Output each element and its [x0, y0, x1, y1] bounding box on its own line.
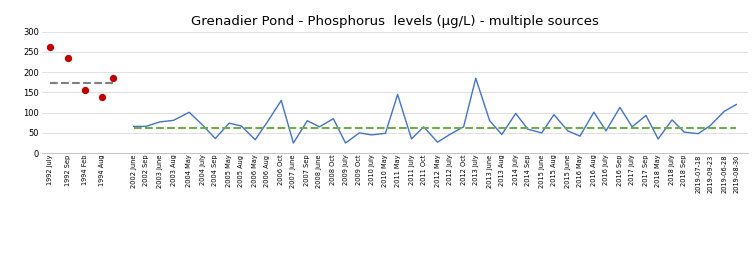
Title: Grenadier Pond - Phosphorus  levels (μg/L) - multiple sources: Grenadier Pond - Phosphorus levels (μg/L… — [191, 15, 599, 28]
Point — [96, 95, 108, 99]
Point — [44, 45, 56, 50]
Point — [79, 88, 91, 92]
Point — [61, 55, 73, 60]
Point — [107, 76, 119, 80]
